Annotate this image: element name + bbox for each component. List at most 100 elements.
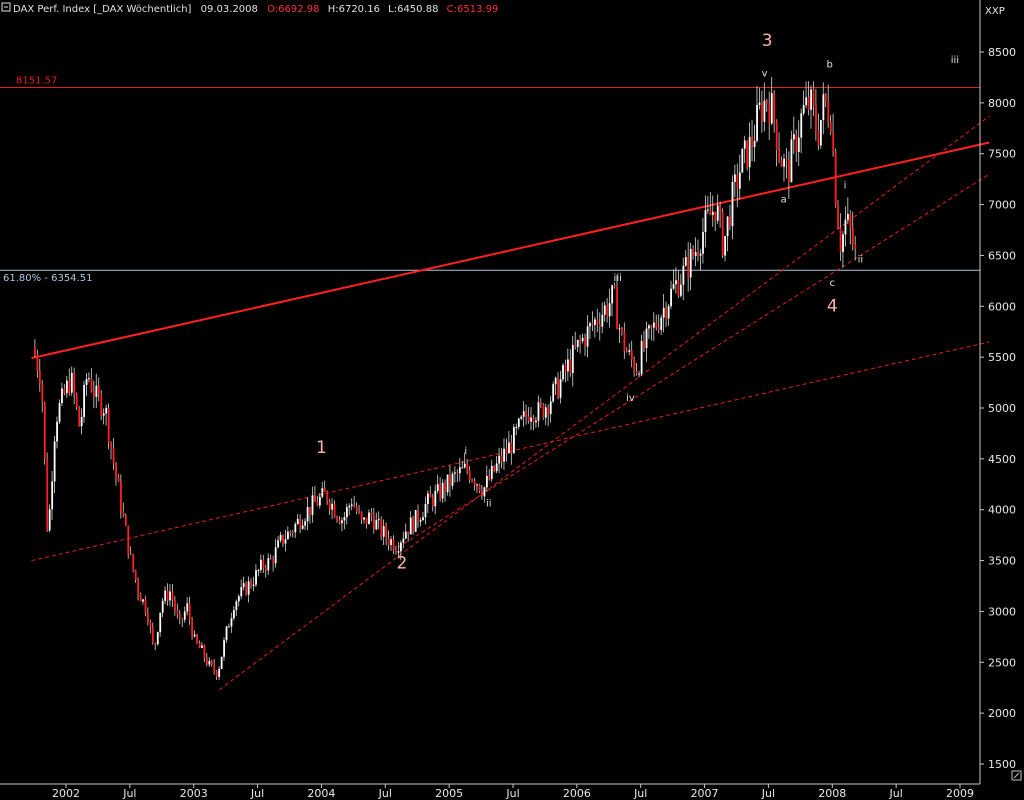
candle-up (436, 484, 439, 491)
candle-down (812, 89, 815, 106)
reference-line-label: 61.80% - 6354.51 (3, 273, 92, 284)
candle-down (323, 488, 326, 492)
candle-down (625, 351, 628, 353)
candle-up (802, 105, 805, 114)
candle-down (41, 383, 44, 403)
candle-up (640, 341, 643, 374)
wave-label-minor: ii (858, 255, 864, 266)
candle-up (345, 507, 348, 518)
candle-down (120, 481, 122, 512)
candle-down (100, 394, 103, 416)
candle-down (765, 100, 768, 104)
candle-down (289, 531, 292, 533)
resize-grip-icon[interactable] (1011, 770, 1022, 781)
candle-down (785, 158, 788, 161)
candle-up (576, 339, 579, 348)
candle-down (542, 404, 545, 418)
candle-up (483, 487, 486, 497)
candle-down (117, 476, 120, 482)
candle-down (151, 626, 154, 643)
trend-line-solid (31, 141, 990, 360)
candle-up (161, 600, 164, 613)
candle-down (112, 447, 115, 464)
candle-up (790, 139, 793, 183)
candle-down (412, 517, 415, 532)
candle-up (451, 473, 454, 486)
candle-up (223, 640, 225, 657)
candle-down (547, 407, 550, 415)
candle-down (431, 497, 434, 507)
candle-up (343, 517, 346, 521)
wave-label-minor: a (781, 195, 787, 206)
candle-up (85, 378, 88, 385)
candle-up (242, 583, 245, 588)
candle-up (652, 322, 655, 328)
candle-up (409, 517, 412, 535)
candle-down (510, 442, 513, 454)
candle-down (144, 599, 147, 614)
candle-down (316, 502, 319, 506)
candle-up (255, 570, 257, 585)
candle-down (714, 211, 717, 221)
candle-up (321, 488, 324, 497)
candle-up (667, 306, 670, 319)
candle-up (375, 520, 378, 530)
candle-down (655, 322, 658, 328)
candle-up (645, 328, 648, 349)
candle-down (466, 463, 469, 471)
candle-up (601, 314, 604, 327)
y-tick-label: 8000 (988, 97, 1016, 110)
candle-up (304, 521, 307, 526)
candle-up (515, 426, 518, 428)
candle-up (586, 326, 589, 347)
candle-up (741, 148, 744, 173)
candle-up (490, 465, 493, 480)
candle-down (417, 509, 420, 522)
close-value: C:6513.99 (447, 4, 499, 15)
candle-up (670, 288, 672, 307)
candle-down (444, 482, 447, 493)
candle-up (237, 596, 240, 602)
candle-up (424, 503, 427, 518)
candle-down (395, 550, 397, 553)
header-icon (1, 2, 11, 12)
candle-up (83, 384, 85, 417)
candle-down (34, 346, 36, 356)
candle-down (687, 257, 690, 278)
x-tick-label: Jul (122, 787, 136, 800)
candle-up (844, 219, 847, 235)
candle-down (191, 619, 194, 637)
trend-line-dashed (397, 173, 990, 548)
candle-down (78, 407, 81, 427)
candle-down (43, 402, 46, 460)
x-tick-label: 2004 (307, 787, 335, 800)
candle-down (63, 388, 66, 394)
candle-down (709, 209, 712, 216)
y-tick-label: 1500 (988, 758, 1016, 771)
candle-up (61, 388, 63, 404)
candle-up (608, 303, 611, 317)
x-tick-label: 2007 (691, 787, 719, 800)
candle-down (795, 134, 798, 152)
candle-down (137, 579, 140, 594)
candle-up (822, 94, 825, 120)
candle-up (628, 350, 631, 353)
candle-down (834, 151, 837, 206)
candle-down (210, 660, 213, 665)
candle-up (704, 210, 707, 233)
candle-down (775, 120, 778, 151)
candle-up (581, 337, 584, 342)
candle-down (557, 377, 560, 398)
wave-label-minor: b (827, 59, 833, 70)
candle-down (90, 378, 93, 391)
candle-up (368, 512, 370, 525)
x-tick-label: 2008 (818, 787, 846, 800)
candle-down (751, 136, 754, 148)
candle-up (51, 481, 54, 510)
candle-up (294, 524, 297, 533)
candle-up (810, 89, 812, 110)
wave-label-minor: iv (626, 393, 635, 404)
candle-up (559, 379, 562, 398)
